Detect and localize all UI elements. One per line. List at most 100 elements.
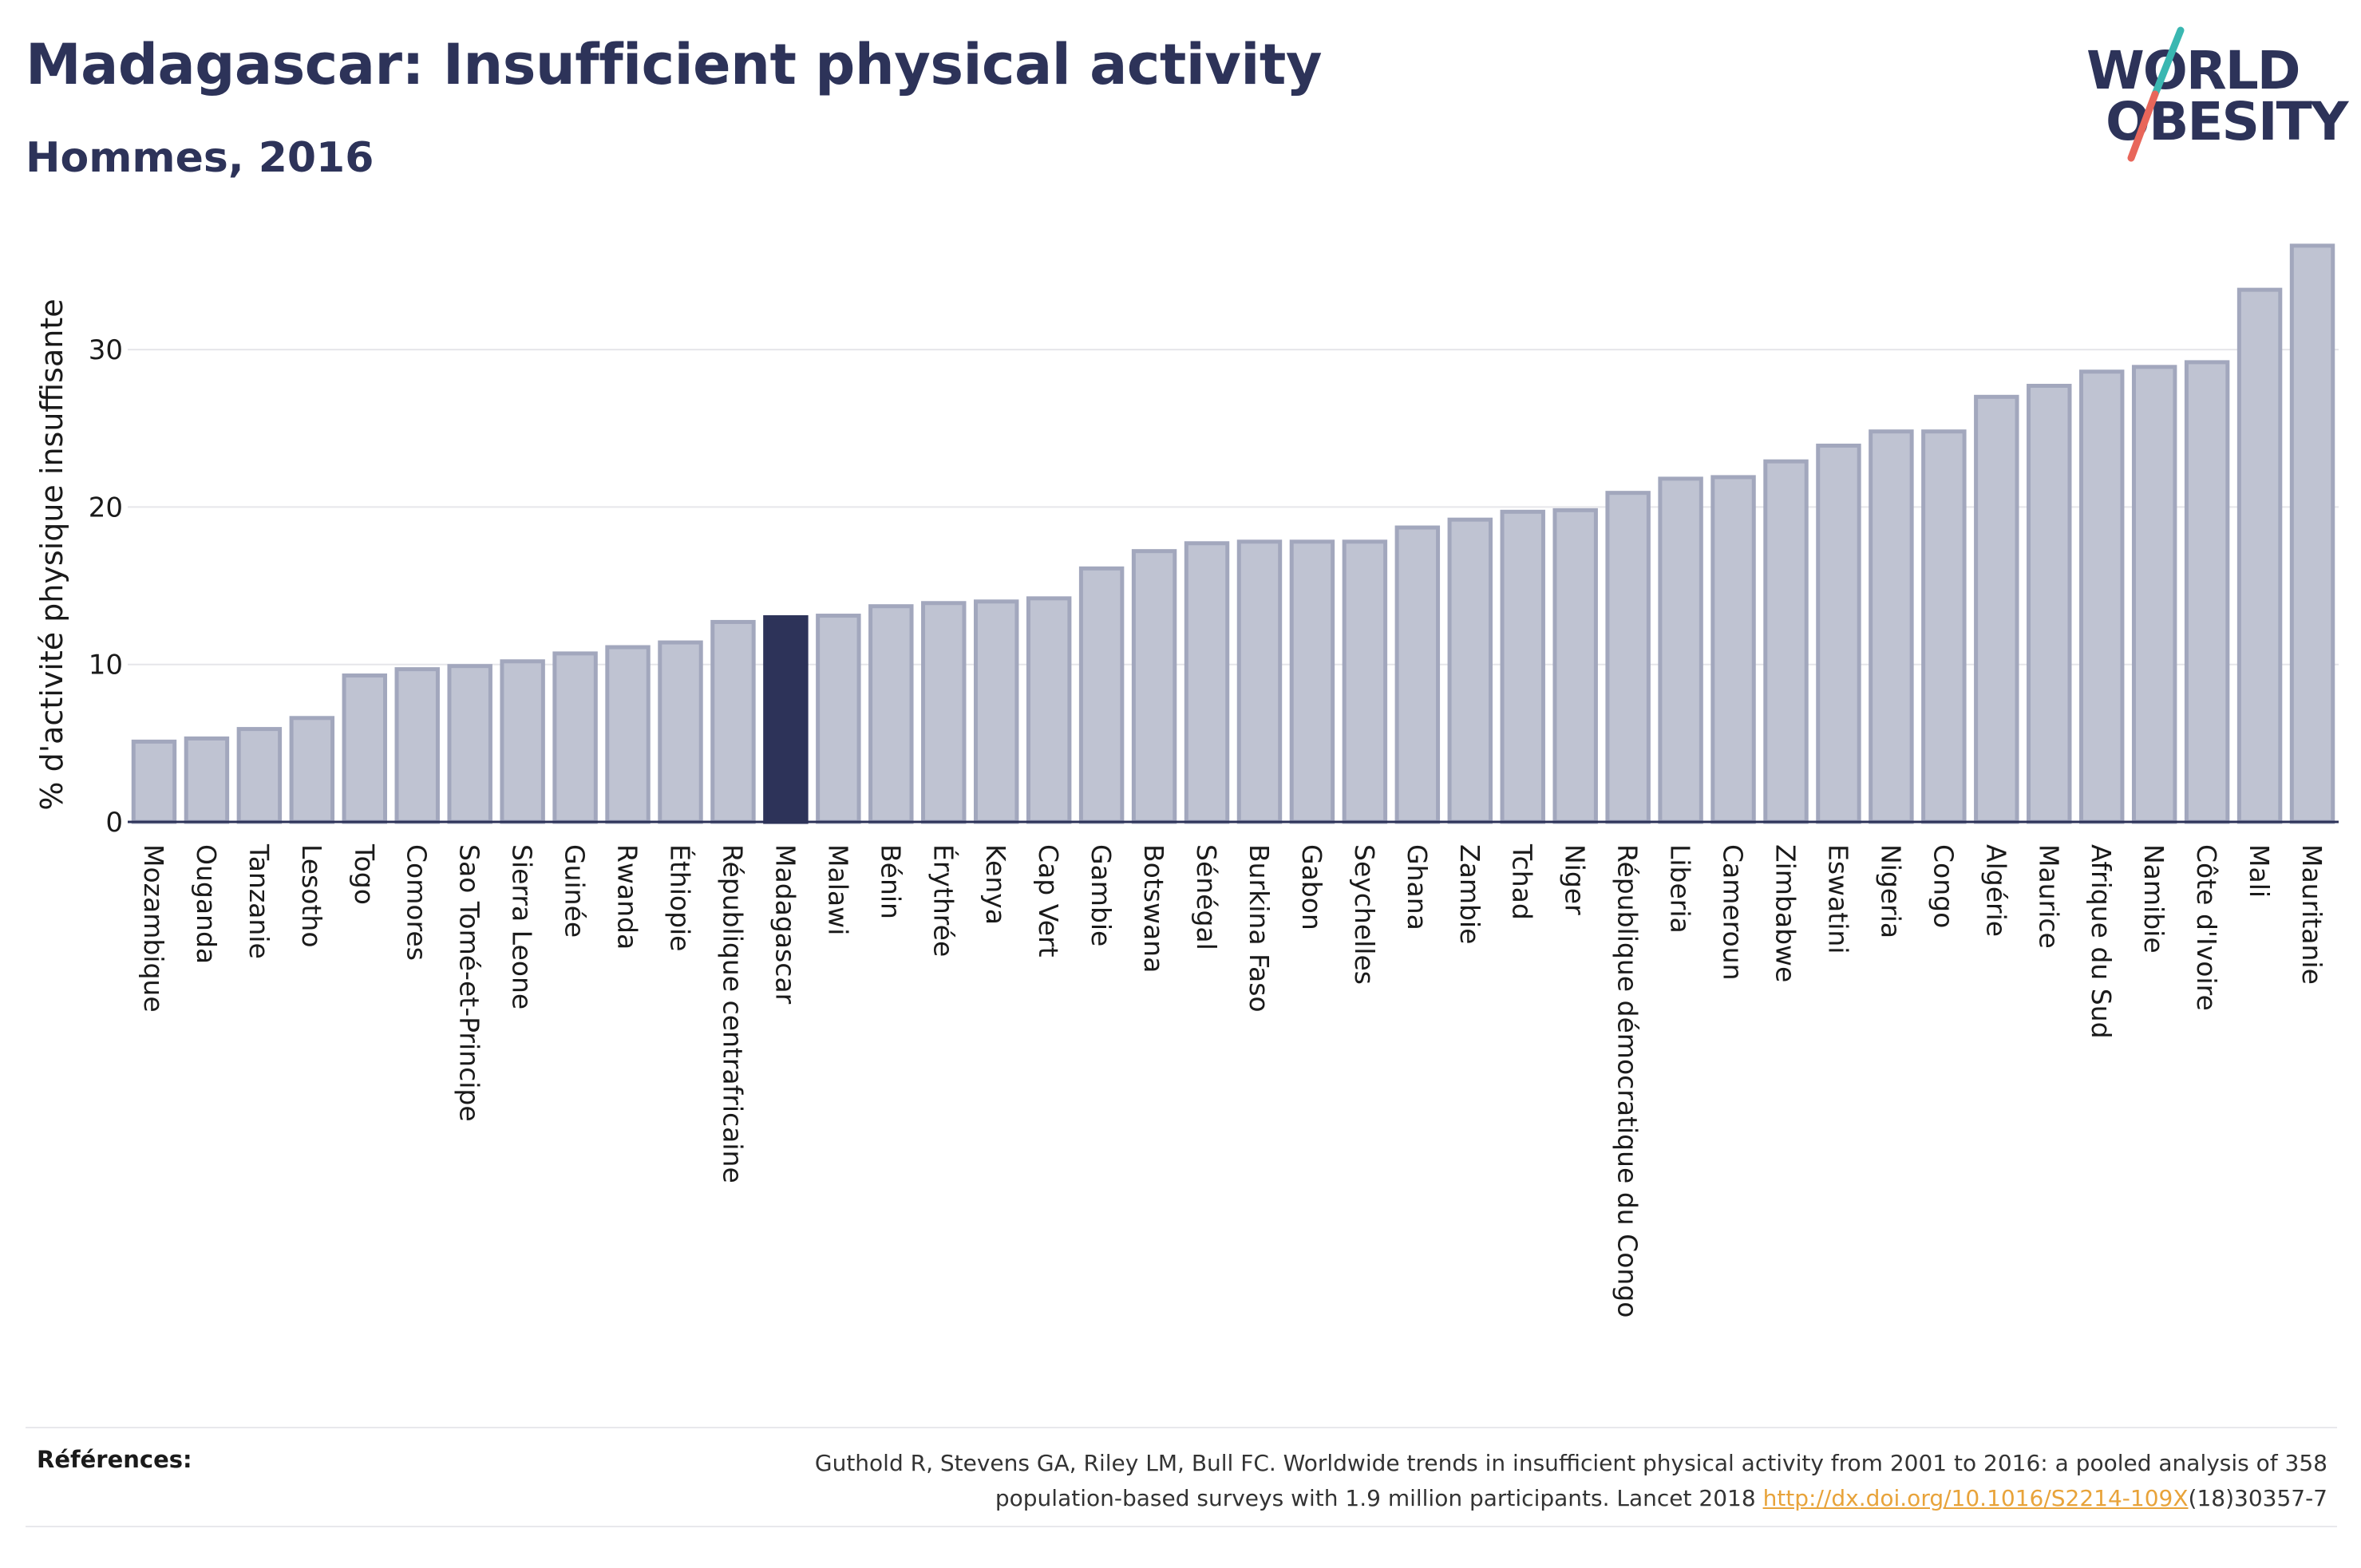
x-tick-label: Afrique du Sud — [2086, 844, 2117, 1039]
bar — [500, 659, 545, 824]
bar — [1974, 394, 2019, 824]
bar — [1026, 596, 1072, 824]
x-tick-label: Eswatini — [1822, 844, 1853, 954]
bar — [236, 727, 283, 824]
bar — [394, 667, 440, 824]
bar — [1921, 429, 1967, 824]
x-tick-label: Zambie — [1454, 844, 1485, 944]
x-tick-label: Gambie — [1086, 844, 1117, 946]
x-tick-label: Burkina Faso — [1244, 844, 1275, 1013]
x-tick-label: Bénin — [875, 844, 906, 919]
bar — [1131, 549, 1177, 824]
world-obesity-logo: WORLD OBESITY — [2075, 24, 2348, 168]
bars — [131, 243, 2335, 824]
x-tick-label: Gabon — [1296, 844, 1327, 930]
references-divider-top — [26, 1427, 2337, 1428]
x-tick-label: Ghana — [1402, 844, 1433, 930]
bar — [184, 736, 230, 824]
bar — [1184, 541, 1230, 824]
bar — [1289, 539, 1335, 824]
bar — [447, 664, 492, 824]
x-tick-label: Mozambique — [138, 844, 169, 1013]
y-tick-label: 20 — [89, 492, 123, 523]
bar — [1500, 509, 1545, 824]
bar — [2078, 369, 2125, 824]
x-tick-label: République démocratique du Congo — [1612, 844, 1643, 1317]
y-tick-label: 10 — [89, 650, 123, 681]
x-tick-label: Ouganda — [191, 844, 222, 964]
bar — [2289, 243, 2335, 824]
bar — [289, 716, 335, 824]
bar — [1869, 429, 1914, 824]
references-label: Références: — [37, 1446, 192, 1473]
x-tick-label: Maurice — [2033, 844, 2064, 949]
chart-subtitle: Hommes, 2016 — [26, 134, 374, 182]
bar — [1342, 539, 1388, 824]
bar — [342, 673, 388, 824]
chart-title: Madagascar: Insufficient physical activi… — [26, 32, 1323, 97]
x-tick-label: Kenya — [980, 844, 1011, 925]
bar — [1078, 566, 1125, 824]
x-tick-label: Sao Tomé-et-Principe — [454, 844, 485, 1122]
logo-slash-icon — [2127, 26, 2185, 162]
x-tick-label: Nigeria — [1875, 844, 1906, 938]
references-divider-bottom — [26, 1526, 2337, 1527]
x-tick-label: Lesotho — [296, 844, 327, 948]
bar — [658, 640, 703, 824]
x-tick-label: Cameroun — [1718, 844, 1749, 981]
x-tick-label: Botswana — [1138, 844, 1169, 973]
bar — [605, 645, 651, 824]
x-tick-label: Sénégal — [1191, 844, 1222, 950]
bar — [973, 599, 1019, 824]
x-tick-label: Tanzanie — [243, 843, 275, 959]
x-tick-label: Cap Vert — [1033, 844, 1064, 958]
bar — [2236, 287, 2283, 824]
logo-word-world: WORLD — [2086, 40, 2301, 101]
bar — [816, 614, 861, 824]
x-tick-label: Rwanda — [612, 844, 643, 950]
x-tick-label: Éthiopie — [665, 844, 697, 951]
x-tick-label: Mali — [2244, 844, 2275, 898]
bar-highlighted — [763, 615, 809, 824]
bar — [921, 601, 967, 824]
x-tick-label: Togo — [349, 843, 380, 905]
bar — [1816, 443, 1861, 824]
bar — [2184, 360, 2230, 824]
x-tick-label: Congo — [1928, 844, 1959, 928]
x-tick-label: Sierra Leone — [507, 844, 538, 1009]
x-tick-label: Algérie — [1980, 844, 2011, 937]
bar-chart: 0 10 20 30 Mozambique Ouganda Tanzanie Lesotho… — [34, 243, 2339, 1317]
bar — [1710, 475, 1756, 824]
x-tick-label: Côte d'Ivoire — [2191, 844, 2222, 1011]
y-tick-label: 30 — [89, 334, 123, 366]
bar — [1552, 508, 1598, 824]
bar — [2027, 383, 2072, 824]
x-tick-label: Namibie — [2138, 844, 2169, 954]
references-text: Guthold R, Stevens GA, Riley LM, Bull FC… — [492, 1446, 2327, 1516]
bar — [1394, 525, 1441, 824]
bar — [868, 604, 914, 824]
x-tick-label: Niger — [1560, 844, 1591, 915]
x-tick-label: Guinée — [560, 844, 591, 938]
axes: 0 10 20 30 — [89, 334, 2339, 839]
reference-line-2: population-based surveys with 1.9 millio… — [995, 1485, 1763, 1511]
x-tick-label: Comores — [401, 844, 433, 961]
y-tick-label: 0 — [105, 807, 123, 839]
gridlines — [128, 349, 2339, 666]
x-tick-label: Seychelles — [1349, 844, 1380, 985]
bar — [1763, 459, 1809, 824]
x-tick-label: Tchad — [1507, 843, 1538, 920]
bar — [1447, 517, 1493, 824]
bar — [710, 619, 756, 824]
reference-line-1: Guthold R, Stevens GA, Riley LM, Bull FC… — [814, 1450, 2327, 1476]
reference-line-2-end: (18)30357-7 — [2188, 1485, 2327, 1511]
x-tick-label: Mauritanie — [2296, 844, 2327, 985]
bar — [1236, 539, 1283, 824]
x-tick-label: Érythrée — [927, 844, 959, 957]
category-labels: Mozambique Ouganda Tanzanie Lesotho Togo Como… — [138, 843, 2327, 1317]
reference-doi-link[interactable]: http://dx.doi.org/10.1016/S2214-109X — [1762, 1485, 2189, 1511]
x-tick-label: République centrafricaine — [717, 844, 748, 1183]
x-tick-label: Madagascar — [769, 844, 801, 1005]
x-tick-label: Zimbabwe — [1770, 844, 1801, 982]
bar — [1605, 491, 1651, 824]
